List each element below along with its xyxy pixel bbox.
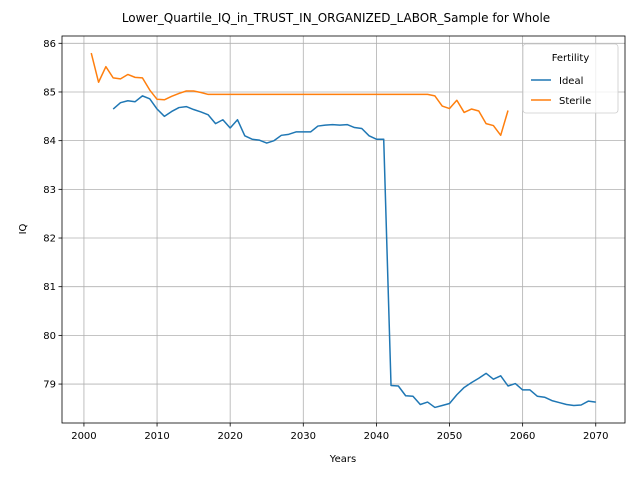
x-tick-label: 2000 xyxy=(71,431,96,442)
y-tick-label: 82 xyxy=(43,234,56,245)
x-axis-label: Years xyxy=(329,454,356,465)
y-tick-label: 80 xyxy=(43,331,56,342)
legend-title: Fertility xyxy=(552,53,590,64)
y-tick-label: 81 xyxy=(43,282,56,293)
legend-box xyxy=(522,43,619,114)
series-line-sterile xyxy=(90,52,509,137)
legend-label-sterile: Sterile xyxy=(559,96,591,107)
x-tick-label: 2020 xyxy=(217,431,242,442)
plot-frame xyxy=(61,35,626,424)
x-ticks: 2000 2010 2020 2030 2040 2050 2060 2070 xyxy=(71,423,608,442)
y-axis-label: IQ xyxy=(18,223,29,234)
x-tick-label: 2030 xyxy=(291,431,316,442)
x-tick-label: 2040 xyxy=(364,431,389,442)
grid xyxy=(62,36,625,423)
y-tick-label: 83 xyxy=(43,185,56,196)
y-tick-label: 85 xyxy=(43,87,56,98)
x-tick-label: 2010 xyxy=(144,431,169,442)
legend: Fertility Ideal Sterile xyxy=(522,43,619,114)
series-lines xyxy=(90,52,596,409)
chart-title: Lower_Quartile_IQ_in_TRUST_IN_ORGANIZED_… xyxy=(122,11,550,25)
x-tick-label: 2070 xyxy=(583,431,608,442)
y-tick-label: 79 xyxy=(43,380,56,391)
x-tick-label: 2060 xyxy=(510,431,535,442)
y-tick-label: 86 xyxy=(43,39,56,50)
y-tick-label: 84 xyxy=(43,136,56,147)
series-line-ideal xyxy=(112,95,596,409)
x-tick-label: 2050 xyxy=(437,431,462,442)
y-ticks: 79 80 81 82 83 84 85 86 xyxy=(43,39,62,391)
legend-label-ideal: Ideal xyxy=(559,76,583,87)
